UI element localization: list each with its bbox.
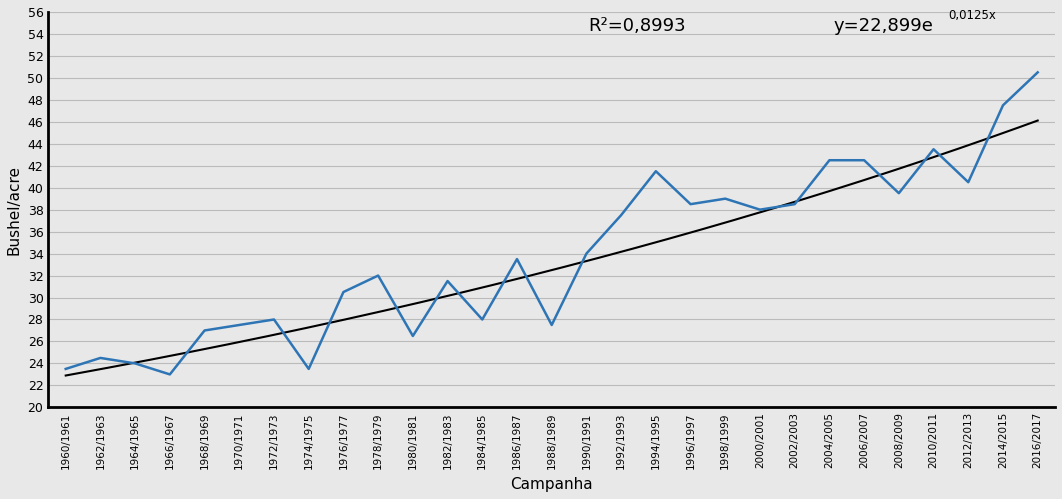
Text: R²=0,8993: R²=0,8993 <box>588 17 686 35</box>
X-axis label: Campanha: Campanha <box>511 477 593 492</box>
Text: y=22,899e: y=22,899e <box>834 17 933 35</box>
Text: 0,0125x: 0,0125x <box>948 9 996 22</box>
Y-axis label: Bushel/acre: Bushel/acre <box>7 165 22 254</box>
